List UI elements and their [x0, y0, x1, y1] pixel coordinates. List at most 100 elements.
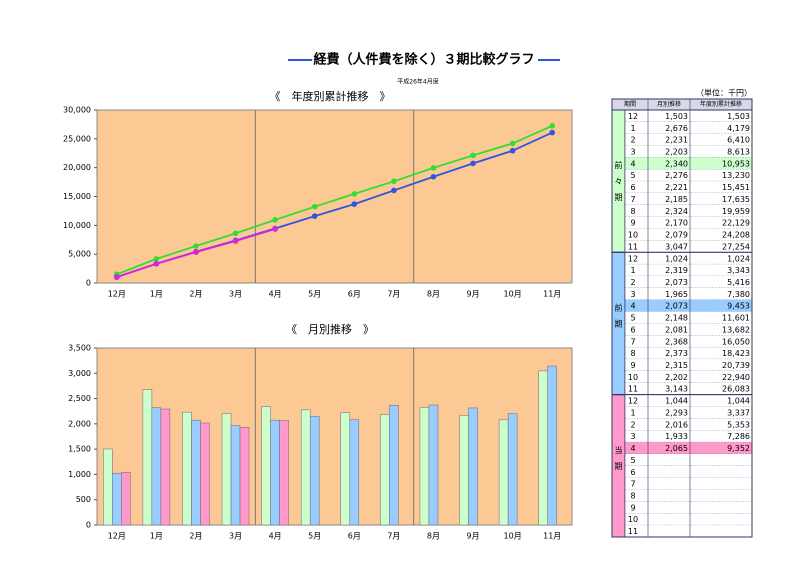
y-tick-label: 3,500	[68, 344, 91, 353]
month-cell: 8	[630, 207, 635, 216]
cumulative-cell: 11,601	[722, 314, 750, 323]
cumulative-cell: 8,613	[727, 148, 750, 157]
month-cell: 3	[630, 432, 635, 441]
month-cell: 1	[630, 124, 635, 133]
bar	[200, 422, 210, 526]
monthly-cell: 1,503	[665, 112, 688, 121]
monthly-cell: 2,185	[665, 195, 688, 204]
group-border	[611, 394, 753, 538]
monthly-cell: 2,016	[665, 420, 688, 429]
line-marker	[113, 274, 120, 280]
monthly-cell: 1,044	[665, 397, 688, 406]
line-marker	[549, 129, 556, 136]
bar	[230, 425, 241, 526]
month-cell: 12	[628, 254, 638, 263]
monthly-cell: 3,047	[665, 242, 688, 251]
cumulative-cell: 15,451	[722, 183, 750, 192]
monthly-cell: 2,148	[665, 314, 688, 323]
monthly-cell: 3,143	[665, 385, 688, 394]
row-bg	[625, 359, 752, 371]
month-cell: 4	[630, 302, 635, 311]
x-tick-label: 8月	[427, 532, 440, 541]
y-tick-label: 2,000	[68, 419, 91, 428]
row-bg	[625, 181, 752, 194]
cumulative-cell: 22,129	[722, 219, 750, 228]
y-tick-label: 10,000	[63, 221, 91, 230]
x-tick-label: 6月	[348, 290, 361, 299]
bar	[538, 370, 548, 526]
bar	[160, 408, 171, 526]
row-bg	[625, 335, 752, 348]
bar	[309, 416, 320, 526]
bar	[103, 448, 113, 526]
bar	[459, 415, 469, 526]
cumulative-cell: 26,083	[722, 385, 750, 394]
cumulative-cell: 4,179	[727, 124, 750, 133]
y-tick-label: 30,000	[63, 106, 91, 115]
plot-area	[96, 347, 573, 526]
bar	[300, 409, 311, 526]
line-marker	[272, 226, 278, 232]
row-bg	[625, 110, 752, 122]
month-cell: 2	[630, 420, 635, 429]
line-marker	[549, 123, 556, 129]
x-tick-label: 9月	[466, 290, 479, 299]
month-cell: 11	[628, 242, 638, 251]
monthly-cell: 2,079	[665, 231, 688, 240]
month-cell: 11	[628, 385, 638, 394]
line-marker	[509, 140, 516, 147]
row-bg	[625, 311, 752, 324]
month-cell: 6	[630, 468, 635, 477]
monthly-cell: 2,324	[665, 207, 688, 216]
y-tick-label: 0	[86, 279, 91, 288]
bar	[389, 404, 399, 526]
cumulative-cell: 9,352	[727, 444, 750, 453]
cumulative-cell: 3,337	[727, 408, 750, 417]
chart-frame	[39, 85, 586, 306]
cumulative-cell: 7,286	[727, 432, 750, 441]
line-marker	[311, 213, 318, 219]
bar	[428, 404, 439, 526]
y-tick-label: 5,000	[68, 250, 91, 259]
x-tick-label: 1月	[150, 290, 163, 299]
month-cell: 11	[628, 527, 638, 536]
line-marker	[193, 249, 199, 255]
monthly-cell: 2,293	[665, 408, 688, 417]
row-bg	[625, 133, 752, 146]
monthly-cell: 2,368	[665, 337, 688, 346]
x-tick-label: 6月	[348, 532, 361, 541]
x-tick-label: 3月	[229, 290, 242, 299]
month-cell: 4	[630, 444, 635, 453]
plot-area	[96, 109, 573, 284]
monthly-cell: 2,315	[665, 361, 688, 370]
cumulative-cell: 13,682	[722, 325, 750, 334]
bar	[279, 420, 289, 526]
x-tick-label: 7月	[387, 290, 400, 299]
row-bg	[625, 145, 752, 158]
line-marker	[430, 173, 437, 180]
month-cell: 9	[630, 503, 635, 512]
line-marker	[232, 230, 239, 237]
row-bg	[625, 477, 752, 490]
month-cell: 7	[630, 195, 635, 204]
row-bg	[625, 204, 752, 217]
cumulative-cell: 13,230	[722, 171, 750, 180]
row-bg	[625, 406, 752, 419]
row-bg	[625, 513, 752, 526]
x-tick-label: 5月	[308, 290, 321, 299]
line-marker	[232, 238, 239, 244]
column-header: 年度別累計推移	[700, 100, 742, 108]
cumulative-cell: 18,423	[722, 349, 750, 358]
line-marker	[153, 260, 160, 267]
x-tick-label: 2月	[189, 290, 202, 299]
chart-frame	[39, 323, 586, 548]
bar	[340, 412, 351, 526]
group-label: 当期	[614, 445, 623, 478]
bar	[112, 472, 122, 526]
row-bg	[625, 216, 752, 229]
monthly-cell: 1,024	[665, 254, 688, 263]
row-bg	[625, 299, 752, 312]
month-cell: 4	[630, 159, 635, 168]
table-unit: （単位：千円）	[696, 88, 752, 98]
